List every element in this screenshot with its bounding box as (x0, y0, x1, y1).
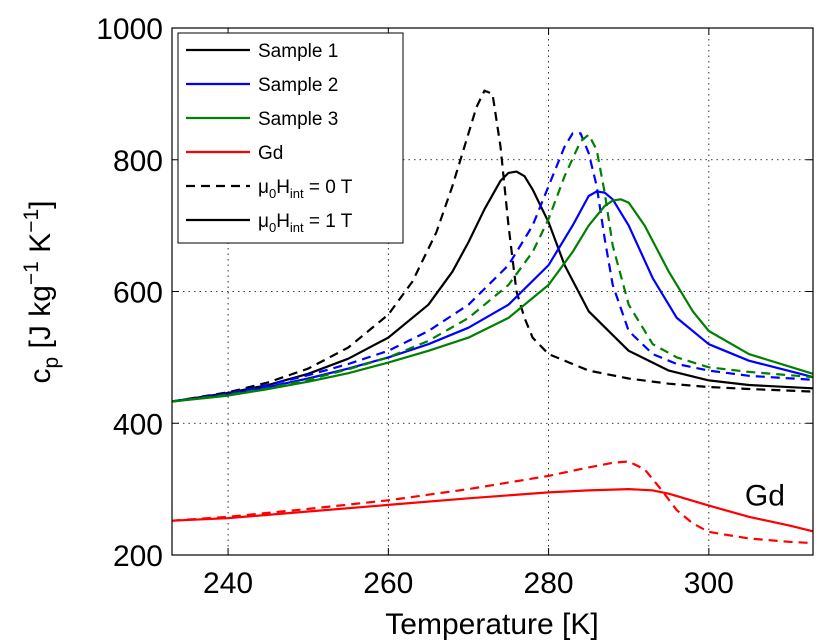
x-tick-label: 300 (684, 567, 734, 600)
y-tick-label: 400 (113, 408, 163, 441)
legend-label: Sample 3 (258, 109, 338, 130)
series-sample-3-1t (171, 198, 814, 403)
x-tick-label: 260 (363, 567, 413, 600)
y-tick-label: 600 (113, 277, 163, 310)
series-gd-1t (171, 488, 814, 533)
x-tick-label: 240 (203, 567, 253, 600)
annotation-gd: Gd (745, 480, 785, 513)
legend-label: Sample 2 (258, 75, 338, 96)
legend-label: μ0Hint = 0 T (258, 177, 353, 201)
series-sample-1-1t (171, 170, 814, 403)
ticks (172, 27, 813, 556)
legend-box (177, 32, 404, 244)
grid (172, 28, 813, 555)
legend-entries: Sample 1 Sample 2 Sample 3 Gd μ0Hint = 0 T μ0… (186, 41, 353, 235)
y-tick-label: 800 (113, 145, 163, 178)
y-axis-title: cp [J kg−1 K−1] (20, 201, 63, 384)
x-tick-label: 280 (524, 567, 574, 600)
legend-label: Gd (258, 143, 283, 164)
y-tick-label: 200 (113, 540, 163, 573)
tick-labels: 240 260 280 300 200 400 600 800 1000 (96, 13, 734, 600)
x-axis-title: Temperature [K] (385, 608, 598, 641)
legend: Sample 1 Sample 2 Sample 3 Gd μ0Hint = 0 T μ0… (177, 32, 404, 244)
series-sample-2-0t (171, 132, 814, 403)
series-sample-3-0t (171, 133, 814, 403)
series-sample-1-0t (171, 89, 814, 403)
legend-label: Sample 1 (258, 41, 338, 62)
legend-label: μ0Hint = 1 T (258, 211, 353, 235)
y-tick-label: 1000 (96, 13, 163, 46)
series-layer (171, 89, 814, 545)
